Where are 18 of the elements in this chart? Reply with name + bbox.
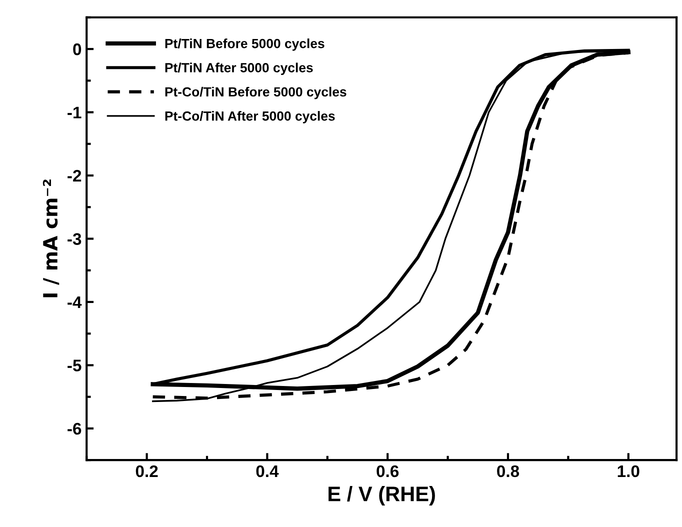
x-tick-label: 0.6 xyxy=(376,465,399,478)
y-tick-label: -5 xyxy=(68,360,82,372)
y-tick-label: -3 xyxy=(68,233,82,245)
y-tick-label: -6 xyxy=(68,422,82,435)
legend-label: Pt/TiN Before 5000 cycles xyxy=(165,38,324,51)
x-tick-label: 1.0 xyxy=(618,465,640,478)
y-tick-label: -2 xyxy=(68,170,82,182)
legend-label: Pt-Co/TiN After 5000 cycles xyxy=(165,111,335,124)
x-tick-label: 0.2 xyxy=(136,465,158,478)
y-tick-label: -1 xyxy=(68,106,82,118)
legend-label: Pt/TiN After 5000 cycles xyxy=(165,62,313,75)
x-tick-label: 0.4 xyxy=(256,465,279,478)
y-tick-label: 0 xyxy=(73,43,82,56)
x-axis-title: E / V (RHE) xyxy=(328,486,435,506)
x-tick-label: 0.8 xyxy=(497,465,520,478)
legend-label: Pt-Co/TiN Before 5000 cycles xyxy=(165,86,346,100)
y-tick-label: -4 xyxy=(68,296,82,308)
y-axis-title: I / mA cm⁻² xyxy=(42,180,60,298)
